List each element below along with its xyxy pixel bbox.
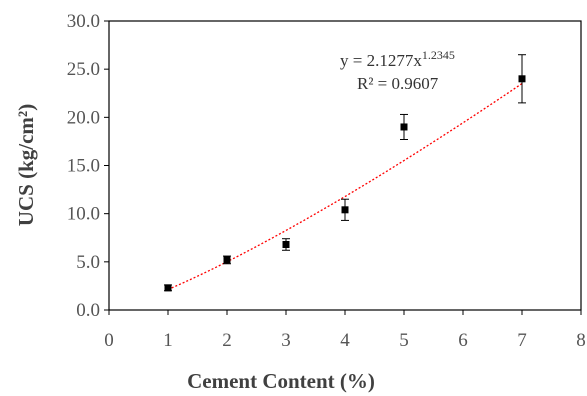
x-tick-label: 8: [576, 330, 586, 351]
x-tick-label: 6: [458, 330, 468, 351]
x-tick-label: 4: [340, 330, 350, 351]
data-point: [223, 256, 231, 264]
x-tick-label: 0: [104, 330, 114, 351]
x-axis-title: Cement Content (%): [187, 369, 375, 393]
y-tick-label: 25.0: [67, 59, 100, 80]
x-tick-label: 1: [163, 330, 173, 351]
x-tick-label: 2: [222, 330, 232, 351]
data-point: [164, 284, 172, 292]
y-tick-label: 30.0: [67, 11, 100, 32]
x-axis-ticks: 0 1 2 3 4 5 6 7 8: [104, 310, 586, 351]
data-point: [341, 206, 349, 214]
data-point: [518, 75, 526, 83]
trendline: [167, 83, 523, 291]
x-tick-label: 5: [399, 330, 409, 351]
x-tick-label: 7: [517, 330, 527, 351]
trendline-group: [167, 83, 523, 291]
y-axis-title: UCS (kg/cm²): [14, 104, 38, 226]
y-tick-label: 10.0: [67, 204, 100, 225]
data-points: [164, 54, 526, 292]
r-squared-label: R² = 0.9607: [357, 74, 439, 93]
y-axis-ticks: 0.0 5.0 10.0 15.0 20.0 25.0 30.0: [67, 11, 109, 321]
data-point: [282, 240, 290, 248]
trendline-equation: y = 2.1277x1.2345: [340, 48, 455, 70]
y-tick-label: 5.0: [76, 252, 100, 273]
y-tick-label: 15.0: [67, 156, 100, 177]
x-tick-label: 3: [281, 330, 291, 351]
y-tick-label: 0.0: [76, 300, 100, 321]
y-tick-label: 20.0: [67, 107, 100, 128]
data-point: [400, 123, 408, 131]
